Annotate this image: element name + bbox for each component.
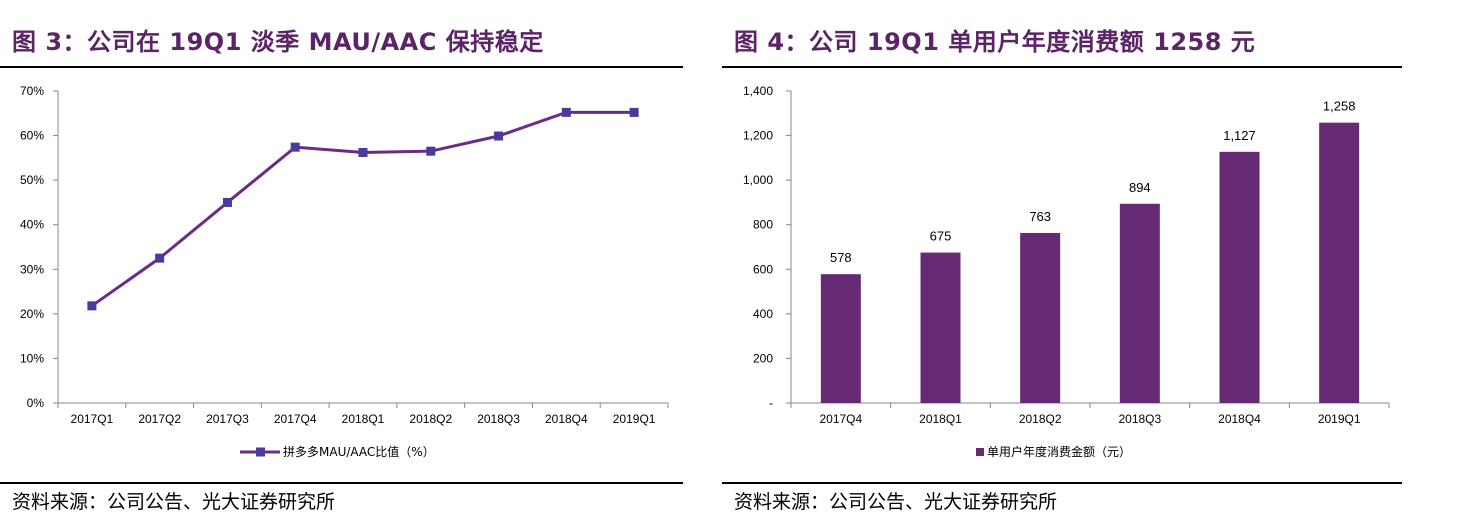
y-tick-label: 600 [753,262,773,276]
bar [1319,122,1360,403]
bar-value-label: 894 [1129,180,1151,195]
y-tick-label: 50% [20,173,44,187]
y-tick-label: 1,000 [743,173,773,187]
right-figure-panel: 图 4：公司 19Q1 单用户年度消费额 1258 元 - 200 400 600 80… [722,0,1463,532]
x-tick-label: 2017Q1 [71,412,114,426]
bar-value-label: 763 [1029,209,1051,224]
bar-value-label: 675 [930,229,952,244]
x-tick-label: 2018Q2 [1019,412,1062,426]
bar [1119,203,1160,403]
x-tick-label: 2018Q1 [919,412,962,426]
y-tick-label: 400 [753,307,773,321]
data-point [222,197,232,207]
bar [1219,151,1260,403]
bar-chart: - 200 400 600 800 1,000 1,200 1,400 2017Q4 2018Q1… [743,84,1390,459]
y-tick-label: 60% [20,129,44,143]
x-tick-label: 2017Q2 [138,412,181,426]
data-point [358,148,368,158]
right-source-rule [722,482,1402,484]
line-chart: 0% 10% 20% 30% 40% 50% 60% 70% 2017Q1 2017Q2 2017Q… [20,84,669,459]
y-tick-label: 10% [20,351,44,365]
x-tick-label: 2019Q1 [1318,412,1361,426]
data-point [494,131,504,141]
x-tick-label: 2018Q3 [477,412,520,426]
bar-value-label: 1,127 [1223,128,1256,143]
y-tick-label: 40% [20,218,44,232]
legend-label: 单用户年度消费金额（元） [987,444,1131,459]
x-tick-label: 2018Q4 [545,412,588,426]
bar [1020,232,1061,403]
y-tick-label: 70% [20,84,44,98]
x-tick-label: 2019Q1 [613,412,656,426]
y-tick-label: 20% [20,307,44,321]
left-source-note: 资料来源：公司公告、光大证券研究所 [12,491,336,513]
legend-marker [256,447,265,457]
left-figure-panel: 图 3：公司在 19Q1 淡季 MAU/AAC 保持稳定 0% 10% 20% 30%… [0,0,700,532]
x-tick-label: 2018Q1 [342,412,385,426]
y-tick-label: 800 [753,218,773,232]
data-point [426,146,436,156]
legend-swatch [976,448,984,456]
y-tick-label: 30% [20,262,44,276]
x-tick-label: 2017Q3 [206,412,249,426]
data-point [155,253,165,263]
left-title-rule [0,66,683,68]
x-tick-label: 2018Q3 [1118,412,1161,426]
left-source-rule [0,482,683,484]
right-figure-title: 图 4：公司 19Q1 单用户年度消费额 1258 元 [734,28,1256,56]
y-tick-label: - [769,396,773,410]
series-line [91,110,635,308]
y-tick-label: 0% [27,396,45,410]
bar-value-label: 578 [830,250,852,265]
x-tick-label: 2017Q4 [274,412,317,426]
y-tick-label: 200 [753,351,773,365]
right-source-note: 资料来源：公司公告、光大证券研究所 [734,491,1058,513]
bar [920,252,961,403]
bar [820,274,861,403]
left-figure-title: 图 3：公司在 19Q1 淡季 MAU/AAC 保持稳定 [12,28,544,56]
legend-label: 拼多多MAU/AAC比值（%） [283,444,435,459]
x-tick-label: 2018Q2 [409,412,452,426]
data-point [561,107,571,117]
data-point [87,301,97,311]
y-tick-label: 1,200 [743,129,773,143]
data-point [629,107,639,117]
y-tick-label: 1,400 [743,84,773,98]
data-point [290,142,300,152]
x-tick-label: 2017Q4 [819,412,862,426]
bar-value-label: 1,258 [1323,99,1356,114]
right-title-rule [722,66,1402,68]
x-tick-label: 2018Q4 [1218,412,1261,426]
